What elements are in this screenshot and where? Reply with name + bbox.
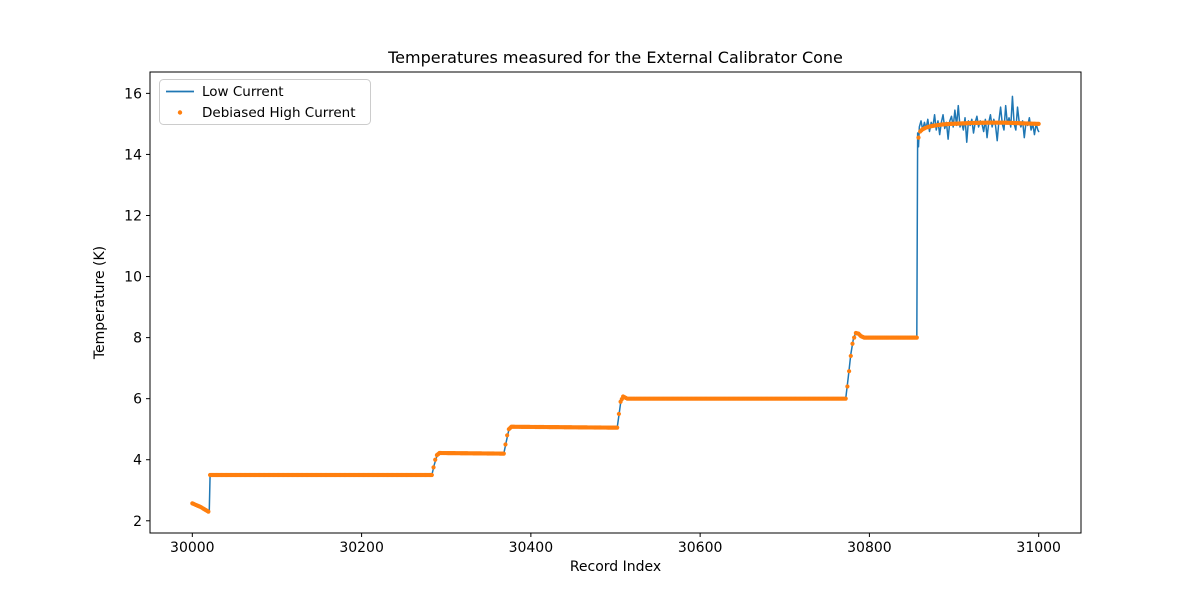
data-dot: [850, 341, 855, 346]
data-dot: [501, 451, 506, 456]
y-tick-label: 12: [124, 208, 142, 224]
y-tick-label: 2: [133, 514, 142, 530]
y-tick-label: 8: [133, 331, 142, 347]
y-tick-label: 6: [133, 392, 142, 408]
y-tick-label: 10: [124, 270, 142, 286]
legend-box: [159, 79, 371, 125]
data-dot: [852, 335, 857, 340]
data-dot: [615, 425, 620, 430]
x-axis: 30000 30200 30400 30600 30800 31000: [170, 533, 1061, 556]
data-dot: [431, 465, 436, 470]
data-dot: [916, 135, 921, 140]
data-dot: [843, 396, 848, 401]
data-dot: [845, 384, 850, 389]
y-tick-label: 4: [133, 453, 142, 469]
legend-label-debiased-high-current: Debiased High Current: [202, 105, 356, 121]
data-dot: [429, 472, 434, 478]
x-tick-label: 30200: [339, 540, 384, 556]
data-dot: [433, 457, 438, 462]
y-tick-label: 16: [124, 86, 142, 102]
series-debiased-high-current: [190, 120, 1041, 514]
y-axis: 2 4 6 8 10 12 14 16: [124, 86, 150, 530]
legend-dot-sample: [177, 110, 183, 115]
x-axis-label: Record Index: [570, 559, 661, 575]
plot-area: [149, 71, 1082, 534]
y-axis-label: Temperature (K): [92, 246, 108, 360]
legend: Low Current Debiased High Current: [159, 79, 371, 125]
x-tick-label: 30400: [509, 540, 554, 556]
data-dot: [847, 369, 852, 374]
data-dot: [505, 433, 510, 438]
chart-title: Temperatures measured for the External C…: [387, 48, 843, 67]
data-dot: [1036, 121, 1041, 126]
y-tick-label: 14: [124, 147, 142, 163]
data-dot: [503, 442, 508, 447]
x-tick-label: 30800: [847, 540, 892, 556]
data-dot: [848, 353, 853, 359]
data-dot: [914, 335, 919, 340]
legend-label-low-current: Low Current: [202, 84, 284, 100]
data-dot: [616, 411, 621, 417]
x-tick-label: 30000: [170, 540, 215, 556]
data-dot: [206, 509, 211, 514]
x-tick-label: 31000: [1016, 540, 1061, 556]
x-tick-label: 30600: [678, 540, 723, 556]
